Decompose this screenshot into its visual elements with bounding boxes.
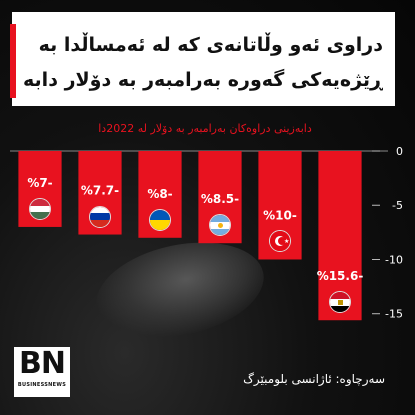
hungary-flag-icon [29,197,51,220]
data-label: %15.6- [317,269,364,283]
title-box: دراوی ئەو وڵاتانەی کە لە ئەمساڵدا بە ڕێژ… [10,12,395,106]
y-tick-label: -10 [385,253,403,266]
argentina-flag-icon [209,214,231,237]
data-label: %10- [263,208,297,222]
data-label: %8- [147,187,172,201]
y-tick-label: -15 [385,308,403,321]
turkey-flag-icon: ★ [269,230,291,253]
egypt-flag-icon [329,291,351,314]
data-label: %7- [27,176,52,190]
title-accent-bar [10,24,16,98]
title-line-1: دراوی ئەو وڵاتانەی کە لە ئەمساڵدا بە [38,34,383,56]
russia-flag-icon [89,205,111,228]
chart-title: دابەزینی دراوەکان بەرامبەر بە دۆلار لە 2… [98,122,312,135]
y-tick-label: -5 [392,199,403,212]
source-text: سەرچاوە: ئاژانسی بلومبێرگ [243,372,385,386]
ukraine-flag-icon [149,208,171,231]
logo-main-text: BN [19,346,66,381]
data-label: %7.7- [81,184,119,198]
logo-sub-text: BUSINESSNEWS [17,382,67,388]
title-line-2: ڕێژەیەکی گەورە بەرامبەر بە دۆلار دابەزیو… [24,69,383,91]
bn-logo: BN BUSINESSNEWS [14,347,70,397]
y-tick-label: 0 [396,145,403,158]
data-label: %8.5- [201,192,239,206]
